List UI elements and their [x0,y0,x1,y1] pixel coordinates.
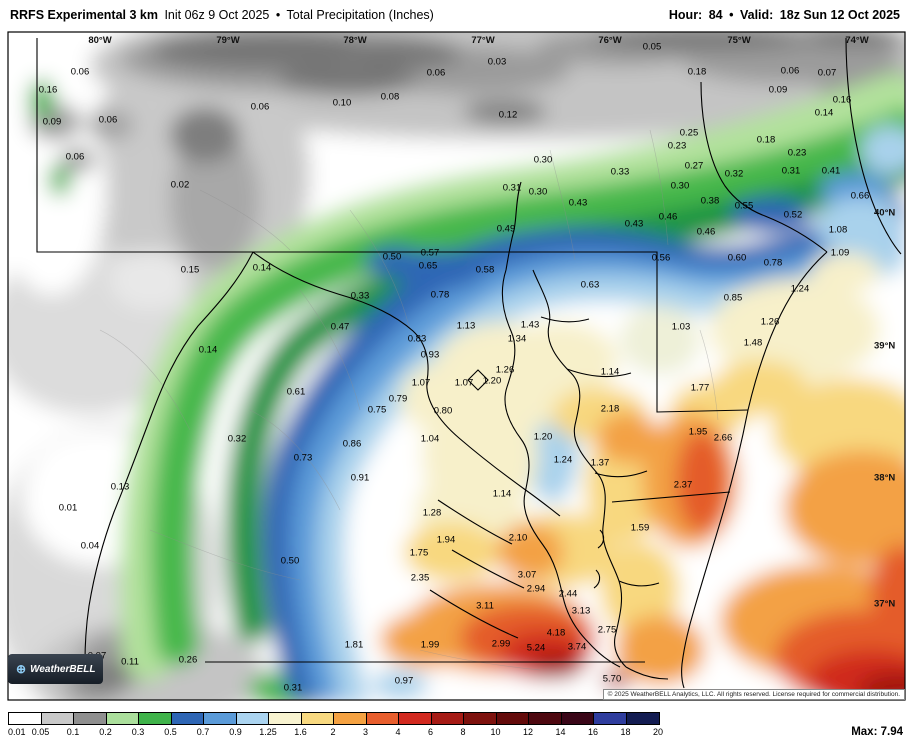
colorbar-segment [594,713,627,724]
init-time: Init 06z 9 Oct 2025 [164,8,270,22]
colorbar-tick: 4 [395,727,401,737]
colorbar-segment [496,713,529,724]
colorbar-ticks: 0.01 0.05 0.1 0.2 0.3 0.5 0.7 0.9 1.25 1.6 2 3 4 6 8 10… [8,728,688,740]
colorbar-segments [8,712,660,725]
colorbar-tick: 14 [555,727,566,737]
colorbar-segment [74,713,107,724]
model-name: RRFS Experimental 3 km [10,8,158,22]
county-lines [99,129,719,671]
colorbar-tick: 12 [522,727,534,737]
colorbar-tick: 6 [427,727,434,737]
colorbar-tick: 1.25 [259,727,277,737]
weatherbell-globe-icon: ⊕ [16,662,27,676]
colorbar-tick: 0.2 [99,727,112,737]
colorbar-tick: 8 [460,727,466,737]
colorbar-segment [334,713,367,724]
colorbar-tick: 0.3 [131,727,145,737]
colorbar-segment [139,713,172,724]
colorbar-segment [301,713,334,724]
copyright-notice: © 2025 WeatherBELL Analytics, LLC. All r… [602,689,905,700]
colorbar-segment [399,713,432,724]
colorbar-segment [464,713,497,724]
colorbar-segment [236,713,269,724]
header-separator: • [729,8,734,22]
legend-bar: 0.01 0.05 0.1 0.2 0.3 0.5 0.7 0.9 1.25 1.6 2 3 4 6 8 10… [0,706,913,750]
colorbar-segment [431,713,464,724]
colorbar-tick: 20 [652,727,664,737]
colorbar-segment [269,713,302,724]
colorbar-segment [366,713,399,724]
valid-value: 18z Sun 12 Oct 2025 [779,8,900,22]
valid-label: Valid: [739,8,774,22]
state-borders [36,37,902,689]
colorbar-tick: 0.5 [164,727,177,737]
max-value: 7.94 [880,726,903,738]
colorbar-tick: 0.9 [229,727,242,737]
colorbar-segment [204,713,237,724]
colorbar-tick: 2 [330,727,336,737]
colorbar-tick: 10 [490,727,501,737]
colorbar-tick: 0.7 [196,727,210,737]
map-title: RRFS Experimental 3 km Init 06z 9 Oct 20… [10,8,437,22]
title-bar: RRFS Experimental 3 km Init 06z 9 Oct 20… [0,0,913,30]
colorbar-tick: 1.6 [294,727,307,737]
max-label: Max: [851,726,878,738]
weatherbell-brand: WeatherBELL [30,663,96,675]
colorbar-tick: 3 [362,727,369,737]
hour-value: 84 [708,8,723,22]
title-separator: • [275,8,281,22]
colorbar-segment [106,713,139,724]
product-name: Total Precipitation (Inches) [286,8,434,22]
colorbar-tick: 18 [620,727,631,737]
colorbar-tick: 0.05 [31,727,50,737]
colorbar-segment [561,713,594,724]
precip-field-svg [7,31,906,701]
map-frame [7,31,906,701]
colorbar-segment [9,713,42,724]
weatherbell-logo: ⊕ WeatherBELL [8,654,104,684]
colorbar-segment [171,713,204,724]
valid-time-info: Hour: 84 • Valid: 18z Sun 12 Oct 2025 [669,8,903,22]
colorbar-tick: 0.01 [8,727,26,737]
hour-label: Hour: [668,8,703,22]
map-canvas: 0.06 0.16 0.09 0.06 0.06 0.02 0.06 0.10 0.08 0.06… [0,30,913,706]
colorbar-segment [626,713,659,724]
colorbar-tick: 16 [587,727,599,737]
colorbar-segment [41,713,74,724]
colorbar-tick: 0.1 [66,727,80,737]
colorbar-segment [529,713,562,724]
max-value-label: Max: 7.94 [851,726,903,738]
